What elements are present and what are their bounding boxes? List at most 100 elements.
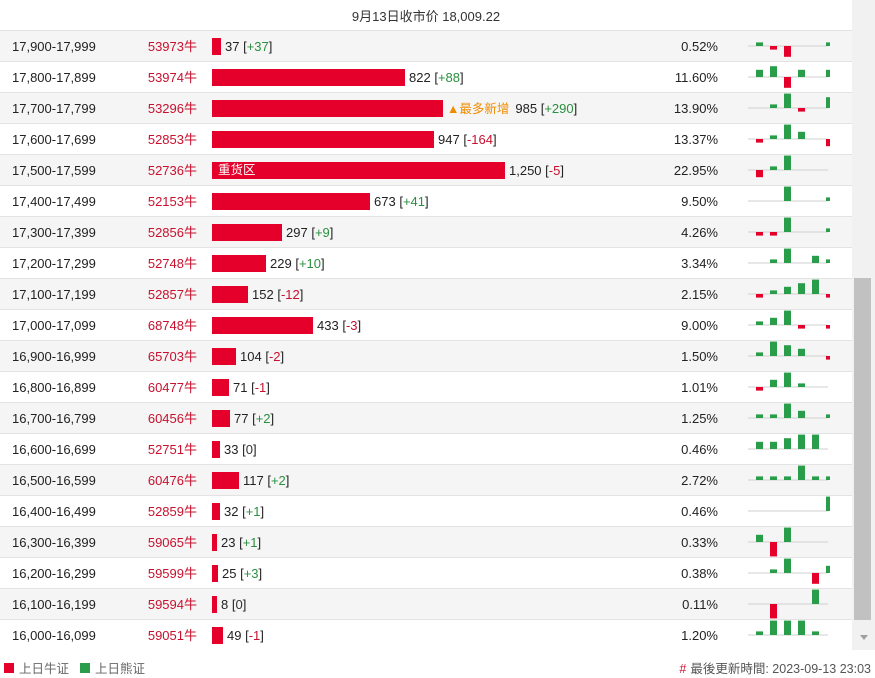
sparkline-bar [784, 372, 791, 387]
change-value: +41 [402, 194, 425, 209]
count-value: 1,250 [509, 163, 542, 178]
sparkline [748, 186, 830, 202]
warrant-code-link[interactable]: 52751牛 [147, 442, 197, 457]
sparkline-bar [784, 345, 791, 356]
sparkline-bar [826, 565, 830, 573]
warrant-code-link[interactable]: 53974牛 [147, 70, 197, 85]
sparkline-bar [770, 476, 777, 480]
volume-bar [212, 379, 229, 396]
warrant-code-link[interactable]: 59594牛 [147, 597, 197, 612]
change-value: -2 [268, 349, 281, 364]
warrant-code-link[interactable]: 52153牛 [147, 194, 197, 209]
table-row: 17,800-17,899 53974牛 822 [+88] 11.60% [0, 61, 852, 92]
sparkline-bar [784, 46, 791, 57]
sparkline-bar [770, 341, 777, 356]
count-text: 297 [+9] [286, 225, 334, 240]
warrant-code-link[interactable]: 59051牛 [147, 628, 197, 643]
warrant-code-link[interactable]: 52856牛 [147, 225, 197, 240]
update-time: 2023-09-13 23:03 [772, 662, 871, 676]
count-value: 152 [252, 287, 274, 302]
price-range: 16,400-16,499 [12, 504, 96, 519]
warrant-code-link[interactable]: 52748牛 [147, 256, 197, 271]
warrant-code-link[interactable]: 59599牛 [147, 566, 197, 581]
warrant-code-link[interactable]: 53973牛 [147, 39, 197, 54]
warrant-code-link[interactable]: 52857牛 [147, 287, 197, 302]
sparkline-bar [812, 631, 819, 635]
table-row: 16,500-16,599 60476牛 117 [+2] 2.72% [0, 464, 852, 495]
price-range: 16,800-16,899 [12, 380, 96, 395]
sparkline-bar [826, 294, 830, 298]
sparkline-bar [826, 414, 830, 418]
sparkline-bar [756, 441, 763, 449]
count-text: 673 [+41] [374, 194, 429, 209]
percent-value: 2.72% [681, 473, 718, 488]
warrant-code-link[interactable]: 60476牛 [147, 473, 197, 488]
volume-bar [212, 534, 217, 551]
warrant-code-link[interactable]: 52736牛 [147, 163, 197, 178]
scrollbar[interactable] [852, 0, 875, 650]
percent-value: 0.46% [681, 442, 718, 457]
price-range: 17,300-17,399 [12, 225, 96, 240]
sparkline-bar [770, 569, 777, 573]
sparkline-bar [770, 259, 777, 263]
sparkline-bar [826, 325, 830, 329]
sparkline-bar [770, 441, 777, 449]
warrant-code-link[interactable]: 60477牛 [147, 380, 197, 395]
sparkline [748, 403, 830, 419]
scroll-thumb[interactable] [854, 278, 871, 620]
warrant-code-link[interactable]: 52853牛 [147, 132, 197, 147]
sparkline-bar [770, 46, 777, 50]
price-range: 16,000-16,099 [12, 628, 96, 643]
sparkline-bar [798, 131, 805, 139]
sparkline [748, 372, 828, 391]
table-row: 17,300-17,399 52856牛 297 [+9] 4.26% [0, 216, 852, 247]
sparkline-bar [784, 620, 791, 635]
volume-bar [212, 565, 218, 582]
sparkline-bar [756, 414, 763, 418]
warrant-code-link[interactable]: 52859牛 [147, 504, 197, 519]
legend-bear-label: 上日熊证 [95, 662, 146, 676]
volume-bar [212, 100, 443, 117]
sparkline-bar [784, 558, 791, 573]
sparkline-bar [756, 139, 763, 143]
warrant-code-link[interactable]: 60456牛 [147, 411, 197, 426]
hash-icon: # [679, 662, 687, 676]
table-row: 16,800-16,899 60477牛 71 [-1] 1.01% [0, 371, 852, 402]
price-range: 17,400-17,499 [12, 194, 96, 209]
sparkline-bar [798, 69, 805, 77]
price-range: 17,100-17,199 [12, 287, 96, 302]
volume-bar [212, 410, 230, 427]
table-row: 16,600-16,699 52751牛 33 [0] 0.46% [0, 433, 852, 464]
warrant-code-link[interactable]: 68748牛 [147, 318, 197, 333]
sparkline-bar [812, 589, 819, 604]
sparkline-bar [798, 620, 805, 635]
count-text: 8 [0] [221, 597, 247, 612]
sparkline [748, 66, 830, 88]
change-value: +37 [246, 39, 269, 54]
scroll-down-button[interactable] [852, 630, 875, 644]
volume-bar [212, 441, 220, 458]
sparkline [748, 434, 828, 450]
sparkline-bar [784, 186, 791, 201]
count-text: 433 [-3] [317, 318, 362, 333]
price-range: 16,700-16,799 [12, 411, 96, 426]
price-range: 16,300-16,399 [12, 535, 96, 550]
change-value: +88 [437, 70, 460, 85]
price-range: 16,100-16,199 [12, 597, 96, 612]
price-range: 16,900-16,999 [12, 349, 96, 364]
warrant-code-link[interactable]: 65703牛 [147, 349, 197, 364]
percent-value: 13.90% [673, 101, 718, 116]
scroll-up-button[interactable] [852, 0, 875, 14]
count-value: 229 [270, 256, 292, 271]
change-value: +2 [255, 411, 271, 426]
sparkline-bar [798, 465, 805, 480]
sparkline-bar [798, 434, 805, 449]
sparkline-bar [798, 348, 805, 356]
count-text: 822 [+88] [409, 70, 464, 85]
count-text: 1,250 [-5] [509, 163, 564, 178]
table-row: 16,300-16,399 59065牛 23 [+1] 0.33% [0, 526, 852, 557]
warrant-code-link[interactable]: 53296牛 [147, 101, 197, 116]
count-value: 49 [227, 628, 242, 643]
sparkline [748, 155, 828, 178]
warrant-code-link[interactable]: 59065牛 [147, 535, 197, 550]
